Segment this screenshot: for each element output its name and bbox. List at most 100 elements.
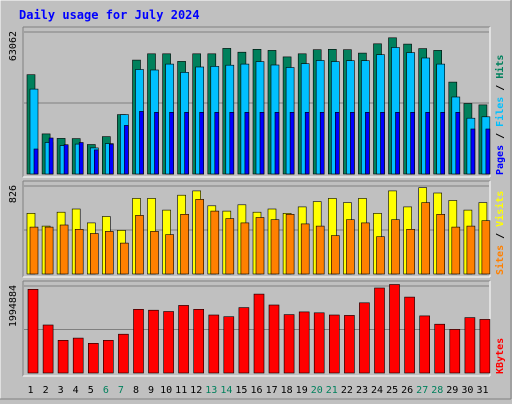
bar-kbytes-day-20 — [313, 312, 325, 374]
bar-kbytes-day-18 — [283, 314, 295, 374]
x-tick-label-day-4: 4 — [73, 385, 79, 396]
bar-pages-day-17 — [274, 112, 280, 175]
bar-kbytes-day-26 — [404, 296, 415, 374]
x-tick-label-day-15: 15 — [235, 385, 247, 396]
bar-sites-day-25 — [391, 219, 400, 275]
bar-sites-day-6 — [105, 231, 114, 275]
bar-kbytes-day-2 — [42, 324, 54, 374]
x-tick-label-day-22: 22 — [341, 385, 353, 396]
bar-sites-day-10 — [165, 234, 174, 275]
bar-pages-day-15 — [244, 112, 250, 175]
bar-sites-day-28 — [436, 214, 446, 275]
bar-pages-day-1 — [33, 148, 39, 175]
bar-kbytes-day-29 — [449, 329, 461, 374]
bar-pages-day-10 — [169, 112, 174, 175]
x-tick-label-day-16: 16 — [250, 385, 262, 396]
x-tick-label-day-14: 14 — [220, 385, 232, 396]
bar-sites-day-26 — [406, 229, 415, 275]
panel-legend: Pages / Files / Hits — [494, 55, 506, 175]
bar-pages-day-2 — [48, 137, 54, 175]
bar-sites-day-7 — [120, 242, 129, 275]
bar-kbytes-day-4 — [72, 337, 84, 374]
legend-files: Files — [494, 97, 506, 127]
legend-visits: Visits — [494, 191, 506, 227]
bar-pages-day-21 — [334, 112, 340, 175]
legend-hits: Hits — [494, 55, 506, 79]
bar-pages-day-5 — [94, 149, 99, 175]
bar-pages-day-29 — [455, 112, 461, 175]
bar-pages-day-30 — [470, 128, 476, 175]
legend-separator: / — [495, 227, 506, 245]
panel-legend: Sites / Visits — [494, 191, 506, 275]
bar-pages-day-7 — [124, 125, 129, 175]
x-tick-label-day-3: 3 — [58, 385, 64, 396]
x-tick-label-day-26: 26 — [401, 385, 413, 396]
bar-sites-day-18 — [285, 214, 295, 275]
bar-pages-day-13 — [214, 112, 220, 175]
legend-separator: / — [495, 79, 506, 97]
bar-sites-day-17 — [270, 219, 280, 275]
x-tick-label-day-2: 2 — [43, 385, 49, 396]
bar-sites-day-4 — [74, 229, 84, 275]
bar-kbytes-day-27 — [419, 315, 431, 374]
legend-separator: / — [495, 127, 506, 145]
bar-kbytes-day-7 — [118, 333, 129, 374]
chart-title: Daily usage for July 2024 — [19, 8, 200, 22]
bar-sites-day-20 — [315, 225, 325, 275]
y-max-label: 1994884 — [8, 285, 19, 327]
bar-kbytes-day-22 — [344, 315, 355, 374]
x-tick-label-day-29: 29 — [446, 385, 458, 396]
bar-pages-day-12 — [199, 112, 204, 175]
bar-pages-day-20 — [319, 112, 325, 175]
bar-kbytes-day-9 — [148, 309, 159, 374]
bar-sites-day-30 — [466, 225, 476, 275]
bar-sites-day-19 — [300, 223, 310, 275]
bar-sites-day-14 — [225, 218, 235, 275]
bar-sites-day-8 — [135, 215, 144, 275]
bar-kbytes-day-23 — [359, 302, 370, 374]
bar-sites-day-15 — [240, 222, 250, 275]
x-tick-label-day-12: 12 — [190, 385, 202, 396]
bar-pages-day-14 — [229, 112, 235, 175]
x-tick-label-day-8: 8 — [133, 385, 139, 396]
bar-kbytes-day-13 — [208, 314, 220, 374]
bar-sites-day-1 — [29, 226, 39, 275]
bar-pages-day-16 — [259, 112, 265, 175]
bar-pages-day-22 — [350, 112, 355, 175]
x-tick-label-day-5: 5 — [88, 385, 94, 396]
bar-pages-day-23 — [365, 112, 370, 175]
x-tick-label-day-28: 28 — [431, 385, 443, 396]
bar-sites-day-16 — [255, 217, 265, 275]
bar-pages-day-24 — [380, 112, 385, 175]
panel-kbytes: 1994884 KBytes — [8, 280, 506, 377]
bar-kbytes-day-15 — [238, 307, 250, 374]
panel-visits-sites: 826 Sites / Visits — [8, 180, 506, 278]
legend-pages: Pages — [495, 145, 506, 175]
bar-pages-day-25 — [395, 112, 400, 175]
bar-sites-day-9 — [150, 231, 159, 275]
x-tick-label-day-30: 30 — [461, 385, 473, 396]
y-max-label: 63062 — [8, 31, 19, 61]
bar-pages-day-11 — [184, 112, 189, 175]
x-tick-label-day-20: 20 — [311, 385, 323, 396]
bar-sites-day-11 — [180, 214, 189, 275]
bar-kbytes-day-3 — [57, 339, 69, 374]
legend-kbytes: KBytes — [495, 338, 506, 374]
x-tick-label-day-21: 21 — [326, 385, 338, 396]
x-tick-label-day-9: 9 — [148, 385, 154, 396]
bar-sites-day-27 — [421, 202, 431, 275]
legend-sites: Sites — [494, 245, 506, 275]
x-tick-label-day-10: 10 — [160, 385, 172, 396]
bar-sites-day-24 — [376, 236, 385, 275]
x-tick-label-day-11: 11 — [175, 385, 187, 396]
bar-kbytes-day-30 — [464, 317, 476, 374]
bar-pages-day-3 — [63, 144, 69, 175]
bar-pages-day-9 — [154, 112, 159, 175]
bar-sites-day-5 — [90, 233, 99, 275]
y-max-label: 826 — [8, 185, 19, 203]
bar-pages-day-26 — [410, 112, 415, 175]
panel-legend: KBytes — [495, 338, 506, 374]
x-tick-label-day-13: 13 — [205, 385, 217, 396]
